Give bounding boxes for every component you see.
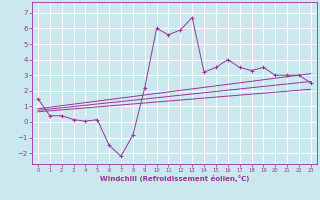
- X-axis label: Windchill (Refroidissement éolien,°C): Windchill (Refroidissement éolien,°C): [100, 175, 249, 182]
